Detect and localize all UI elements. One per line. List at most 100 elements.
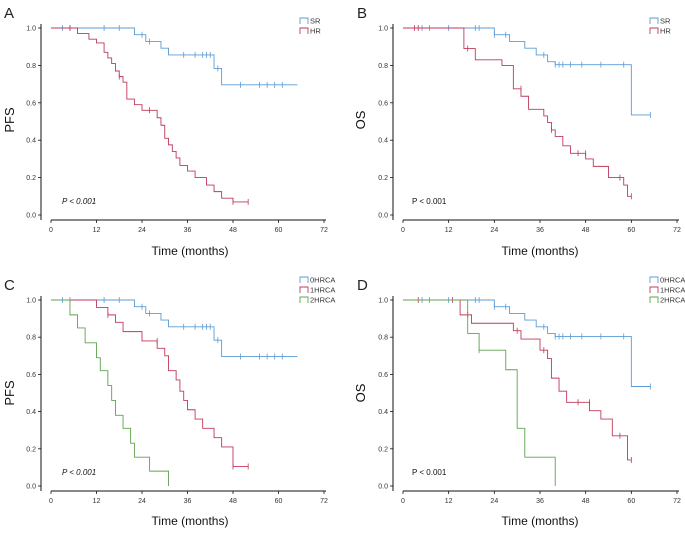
legend-swatch: [649, 286, 659, 293]
y-tick-label: 0.0: [26, 213, 36, 220]
y-tick-label: 1.0: [26, 298, 36, 305]
series-sr: SR: [403, 17, 671, 118]
series-hr: HR: [403, 25, 671, 200]
x-axis-title: Time (months): [152, 244, 229, 258]
survival-curve: [51, 299, 298, 357]
y-tick-label: 0.4: [378, 138, 388, 145]
y-tick-label: 0.8: [26, 63, 36, 70]
y-tick-label: 0.4: [26, 409, 36, 416]
x-tick-label: 36: [536, 227, 544, 234]
y-tick-label: 0.8: [26, 335, 36, 342]
survival-curve: [51, 299, 249, 467]
x-tick-label: 48: [229, 227, 237, 234]
legend-swatch: [299, 296, 309, 303]
x-tick-label: 60: [627, 498, 635, 505]
legend-swatch: [299, 17, 309, 24]
x-axis-title: Time (months): [502, 514, 579, 528]
x-tick-label: 12: [93, 227, 101, 234]
x-tick-label: 0: [49, 498, 53, 505]
x-tick-label: 60: [275, 227, 283, 234]
x-tick-label: 12: [93, 498, 101, 505]
survival-curve: [403, 27, 632, 197]
series-sr: SR: [51, 17, 321, 88]
y-tick-label: 0.6: [378, 100, 388, 107]
x-tick-label: 24: [138, 498, 146, 505]
series-2hrca: 2HRCA: [403, 296, 685, 486]
panel-letter: A: [4, 5, 14, 22]
series-1hrca: 1HRCA: [51, 286, 335, 470]
x-tick-label: 72: [320, 498, 328, 505]
legend-swatch: [649, 276, 659, 283]
series-hr: HR: [51, 25, 321, 205]
x-tick-label: 72: [673, 498, 681, 505]
legend-label: 2HRCA: [310, 296, 335, 305]
survival-curve: [403, 299, 632, 461]
y-axis-title: PFS: [2, 380, 17, 406]
x-tick-label: 48: [582, 498, 590, 505]
legend-label: 1HRCA: [660, 286, 685, 295]
y-tick-label: 0.4: [26, 138, 36, 145]
survival-curve: [403, 299, 556, 486]
legend-swatch: [649, 17, 659, 24]
x-axis-title: Time (months): [502, 244, 579, 258]
legend-swatch: [299, 276, 309, 283]
y-tick-label: 1.0: [26, 26, 36, 33]
survival-curve: [51, 27, 298, 86]
x-tick-label: 24: [138, 227, 146, 234]
series-0hrca: 0HRCA: [51, 276, 335, 360]
x-tick-label: 24: [490, 227, 498, 234]
p-value-annotation: P < 0.001: [412, 197, 447, 206]
legend-label: 1HRCA: [310, 286, 335, 295]
y-tick-label: 0.0: [26, 484, 36, 491]
y-tick-label: 0.0: [378, 213, 388, 220]
p-value-annotation: P < 0.001: [62, 197, 96, 206]
y-tick-label: 0.6: [26, 100, 36, 107]
x-tick-label: 60: [275, 498, 283, 505]
panel-letter: B: [357, 5, 367, 22]
x-tick-label: 72: [673, 227, 681, 234]
panel-letter: C: [4, 277, 15, 294]
legend-label: 2HRCA: [660, 296, 685, 305]
x-tick-label: 12: [445, 498, 453, 505]
x-tick-label: 36: [184, 498, 192, 505]
y-tick-label: 0.2: [26, 446, 36, 453]
y-tick-label: 0.8: [378, 63, 388, 70]
survival-curve: [51, 299, 169, 486]
y-tick-label: 0.2: [378, 446, 388, 453]
panel-b: B 0 12 24 36 48 60 72 0.0 0.2 0.4 0.6 0.8 1.0 Time (mo…: [353, 5, 681, 258]
legend-label: 0HRCA: [310, 276, 335, 285]
x-tick-label: 48: [229, 498, 237, 505]
x-tick-label: 60: [627, 227, 635, 234]
x-axis-title: Time (months): [152, 514, 229, 528]
y-tick-label: 1.0: [378, 298, 388, 305]
x-tick-label: 72: [320, 227, 328, 234]
legend-label: 0HRCA: [660, 276, 685, 285]
legend-label: SR: [310, 17, 321, 26]
y-tick-label: 0.2: [378, 175, 388, 182]
series-1hrca: 1HRCA: [403, 286, 685, 463]
y-axis-title: PFS: [2, 107, 17, 133]
panel-d: D 0 12 24 36 48 60 72 0.0 0.2 0.4 0.6 0.8 1.0 Time (mo…: [353, 276, 685, 529]
x-tick-label: 48: [582, 227, 590, 234]
p-value-annotation: P < 0.001: [62, 468, 96, 477]
legend-swatch: [299, 27, 309, 34]
panel-letter: D: [357, 277, 368, 294]
survival-curve: [403, 27, 651, 116]
y-tick-label: 0.2: [26, 175, 36, 182]
series-0hrca: 0HRCA: [403, 276, 685, 390]
survival-curve: [51, 27, 249, 203]
y-axis-title: OS: [353, 383, 368, 402]
x-tick-label: 0: [401, 227, 405, 234]
x-tick-label: 24: [490, 498, 498, 505]
survival-curve: [403, 299, 651, 387]
y-tick-label: 0.4: [378, 409, 388, 416]
legend-label: HR: [310, 27, 321, 36]
x-tick-label: 0: [49, 227, 53, 234]
y-axis-title: OS: [353, 110, 368, 129]
x-tick-label: 36: [184, 227, 192, 234]
legend-label: HR: [660, 27, 671, 36]
legend-swatch: [649, 27, 659, 34]
legend-swatch: [299, 286, 309, 293]
p-value-annotation: P < 0.001: [412, 468, 447, 477]
